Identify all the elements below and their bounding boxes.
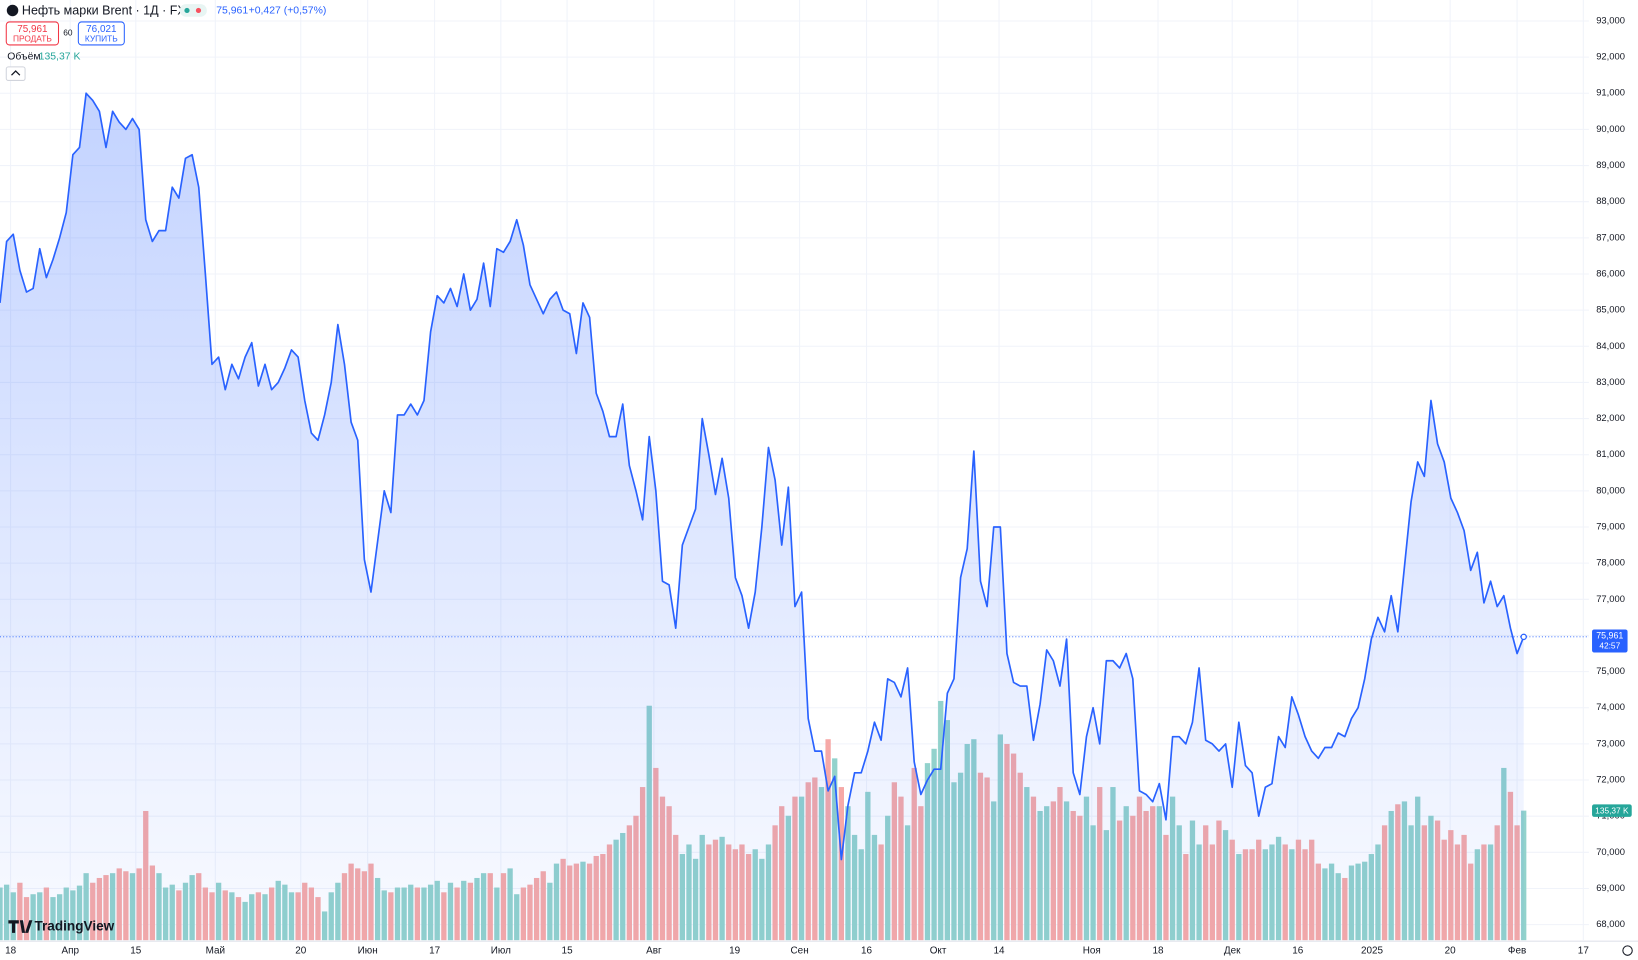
spread: 60	[63, 28, 73, 38]
x-tick-label: Авг	[646, 946, 662, 957]
y-tick-label: 86,000	[1596, 267, 1625, 278]
x-tick-label: Сен	[791, 946, 809, 957]
symbol-icon	[6, 4, 19, 17]
x-tick-label: 15	[130, 946, 142, 957]
price-area	[0, 93, 1524, 941]
quote-change: +0,427 (+0,57%)	[249, 6, 327, 17]
volume-legend-label: Объём	[7, 51, 40, 63]
x-tick-label: Окт	[930, 946, 947, 957]
y-tick-label: 72,000	[1596, 774, 1625, 785]
volume-tag	[1592, 804, 1632, 817]
y-tick-label: 80,000	[1596, 484, 1625, 495]
brand-logo	[8, 920, 33, 933]
status-pill[interactable]	[179, 4, 207, 17]
y-tick-label: 87,000	[1596, 231, 1625, 242]
y-tick-label: 78,000	[1596, 557, 1625, 568]
y-tick-label: 68,000	[1596, 918, 1625, 929]
time-axis	[0, 942, 1589, 960]
y-tick-label: 83,000	[1596, 376, 1625, 387]
y-tick-label: 81,000	[1596, 448, 1625, 459]
y-tick-label: 89,000	[1596, 159, 1625, 170]
x-tick-label: Июн	[358, 946, 378, 957]
buy-price: 76,021	[86, 24, 117, 35]
status-dot	[195, 7, 202, 14]
x-tick-label: 14	[994, 946, 1006, 957]
collapse-button[interactable]	[5, 66, 26, 81]
x-tick-label: Апр	[61, 946, 79, 957]
volume-bar	[1521, 810, 1527, 941]
brand-name: TradingView	[34, 919, 114, 934]
y-tick-label: 69,000	[1596, 882, 1625, 893]
y-tick-label: 84,000	[1596, 340, 1625, 351]
x-tick-label: 17	[429, 946, 441, 957]
x-tick-label: Ноя	[1083, 946, 1101, 957]
x-tick-label: Фев	[1508, 946, 1526, 957]
y-tick-label: 79,000	[1596, 520, 1625, 531]
y-tick-label: 75,000	[1596, 665, 1625, 676]
x-tick-label: 18	[1152, 946, 1164, 957]
x-tick-label: 2025	[1361, 946, 1384, 957]
sell-price: 75,961	[17, 24, 48, 35]
y-tick-label: 93,000	[1596, 14, 1625, 25]
y-tick-label: 77,000	[1596, 593, 1625, 604]
x-tick-label: 17	[1578, 946, 1590, 957]
buy-label: КУПИТЬ	[85, 33, 118, 43]
volume-legend-value: 135,37 K	[39, 52, 81, 63]
y-tick-label: 70,000	[1596, 846, 1625, 857]
x-tick-label: 18	[5, 946, 17, 957]
x-tick-label: 20	[295, 946, 307, 957]
x-tick-label: 16	[861, 946, 873, 957]
sell-button[interactable]	[5, 21, 60, 46]
price-tag-countdown: 42:57	[1599, 640, 1620, 650]
x-tick-label: Июл	[491, 946, 511, 957]
y-tick-label: 74,000	[1596, 701, 1625, 712]
last-point	[1520, 633, 1527, 641]
y-tick-label: 91,000	[1596, 87, 1625, 98]
price-tag	[1592, 629, 1628, 653]
symbol-title[interactable]: Нефть марки Brent · 1Д · FX	[22, 3, 186, 17]
x-tick-label: 16	[1292, 946, 1304, 957]
axes-layer: 68,00069,00070,00071,00072,00073,00074,0…	[5, 14, 1632, 957]
buy-button[interactable]	[77, 21, 125, 46]
volume-tag-label: 135,37 K	[1595, 805, 1629, 815]
y-tick-label: 88,000	[1596, 195, 1625, 206]
status-dot	[184, 7, 190, 14]
x-tick-label: Дек	[1224, 946, 1241, 957]
x-tick-label: 15	[562, 946, 574, 957]
y-tick-label: 92,000	[1596, 51, 1625, 62]
y-tick-label: 82,000	[1596, 412, 1625, 423]
x-tick-label: 19	[729, 946, 741, 957]
x-tick-label: 20	[1445, 946, 1457, 957]
settings-icon[interactable]	[1622, 945, 1633, 956]
y-tick-label: 85,000	[1596, 304, 1625, 315]
price-layer	[0, 92, 1590, 941]
collapse-icon	[11, 70, 21, 76]
y-tick-label: 90,000	[1596, 123, 1625, 134]
price-tag-label: 75,961	[1596, 631, 1623, 641]
x-tick-label: Май	[206, 946, 225, 957]
sell-label: ПРОДАТЬ	[13, 33, 52, 43]
price-line	[0, 92, 1525, 861]
y-tick-label: 73,000	[1596, 737, 1625, 748]
price-axis	[1588, 0, 1638, 960]
quote-price: 75,961	[216, 6, 248, 17]
